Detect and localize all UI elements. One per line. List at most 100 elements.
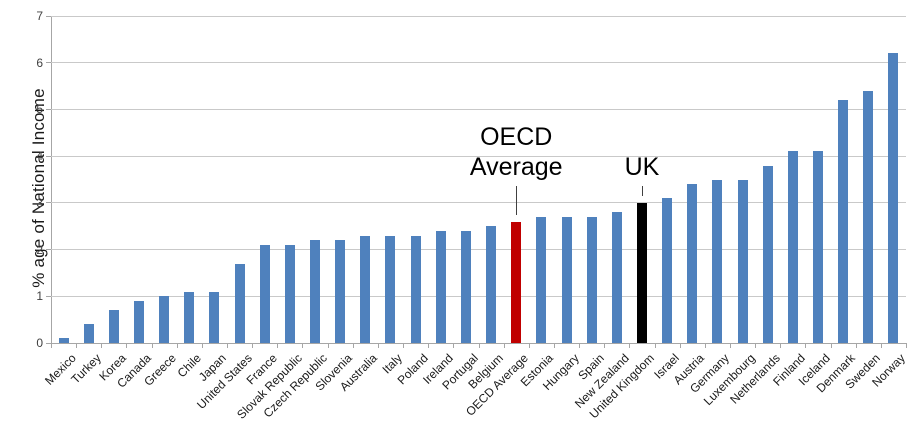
x-tick-mark bbox=[327, 343, 329, 348]
bar-new-zealand bbox=[611, 212, 622, 343]
gridline-4 bbox=[51, 155, 906, 157]
bar-italy bbox=[385, 235, 396, 343]
x-tick-mark bbox=[654, 343, 656, 348]
x-tick-mark bbox=[528, 343, 530, 348]
bar-slovenia bbox=[335, 240, 346, 343]
bar-portugal bbox=[460, 230, 471, 343]
bar-japan bbox=[209, 291, 220, 343]
x-tick-mark bbox=[126, 343, 128, 348]
x-tick-mark bbox=[377, 343, 379, 348]
annotation-leader-line-united-kingdom bbox=[641, 186, 643, 196]
x-tick-mark bbox=[855, 343, 857, 348]
bar-france bbox=[259, 244, 270, 343]
bar-israel bbox=[662, 198, 673, 343]
bar-czech-republic bbox=[310, 240, 321, 343]
bar-norway bbox=[888, 53, 899, 343]
x-tick-mark bbox=[830, 343, 832, 348]
y-axis-line bbox=[51, 16, 52, 343]
bar-denmark bbox=[838, 100, 849, 343]
x-tick-mark bbox=[579, 343, 581, 348]
x-tick-mark bbox=[201, 343, 203, 348]
y-tick-mark-5 bbox=[46, 108, 51, 110]
x-tick-mark bbox=[453, 343, 455, 348]
y-tick-label-0: 0 bbox=[36, 336, 43, 350]
bar-slovak-republic bbox=[284, 244, 295, 343]
x-tick-mark bbox=[880, 343, 882, 348]
bar-oecd-average bbox=[511, 221, 522, 343]
x-tick-mark bbox=[780, 343, 782, 348]
bar-finland bbox=[787, 151, 798, 343]
y-tick-mark-0 bbox=[46, 342, 51, 344]
x-tick-mark bbox=[755, 343, 757, 348]
x-tick-mark bbox=[227, 343, 229, 348]
bar-germany bbox=[712, 179, 723, 343]
y-tick-mark-7 bbox=[46, 15, 51, 17]
bar-chile bbox=[184, 291, 195, 343]
y-tick-label-4: 4 bbox=[36, 149, 43, 164]
y-tick-mark-1 bbox=[46, 295, 51, 297]
y-tick-label-2: 2 bbox=[36, 242, 43, 257]
x-tick-mark bbox=[805, 343, 807, 348]
y-tick-mark-2 bbox=[46, 249, 51, 251]
x-tick-mark bbox=[906, 343, 907, 348]
x-tick-mark bbox=[629, 343, 631, 348]
gridline-2 bbox=[51, 249, 906, 251]
x-tick-mark bbox=[553, 343, 555, 348]
x-tick-mark bbox=[428, 343, 430, 348]
bar-poland bbox=[410, 235, 421, 343]
plot-area bbox=[51, 15, 906, 344]
x-tick-mark bbox=[151, 343, 153, 348]
y-tick-mark-3 bbox=[46, 202, 51, 204]
bar-united-kingdom bbox=[636, 202, 647, 343]
x-tick-mark bbox=[478, 343, 480, 348]
bar-greece bbox=[159, 296, 170, 343]
x-tick-mark bbox=[503, 343, 505, 348]
bar-belgium bbox=[486, 226, 497, 343]
y-tick-label-6: 6 bbox=[36, 55, 43, 70]
annotation-oecd-average: OECD Average bbox=[469, 123, 563, 181]
x-tick-mark bbox=[302, 343, 304, 348]
x-tick-mark bbox=[101, 343, 103, 348]
x-tick-mark bbox=[277, 343, 279, 348]
bar-turkey bbox=[83, 324, 94, 343]
annotation-united-kingdom: UK bbox=[624, 153, 660, 181]
y-tick-label-1: 1 bbox=[36, 289, 43, 304]
y-tick-label-7: 7 bbox=[36, 9, 43, 23]
bar-estonia bbox=[536, 216, 547, 343]
bar-korea bbox=[108, 310, 119, 343]
bar-australia bbox=[360, 235, 371, 343]
x-tick-mark bbox=[252, 343, 254, 348]
x-tick-mark bbox=[51, 343, 52, 348]
annotation-leader-line-oecd-average bbox=[516, 186, 518, 215]
bar-iceland bbox=[812, 151, 823, 343]
bar-mexico bbox=[58, 338, 69, 343]
gridline-7 bbox=[51, 15, 906, 17]
x-tick-mark bbox=[403, 343, 405, 348]
bar-hungary bbox=[561, 216, 572, 343]
bar-sweden bbox=[863, 90, 874, 343]
y-axis-title: % age of National Income bbox=[29, 88, 48, 288]
bar-united-states bbox=[234, 263, 245, 343]
bar-spain bbox=[586, 216, 597, 343]
y-tick-mark-6 bbox=[46, 62, 51, 64]
x-tick-mark bbox=[704, 343, 706, 348]
x-tick-mark bbox=[679, 343, 681, 348]
x-tick-mark bbox=[604, 343, 606, 348]
y-tick-label-3: 3 bbox=[36, 195, 43, 210]
gridline-1 bbox=[51, 295, 906, 297]
x-tick-mark bbox=[76, 343, 78, 348]
gridline-5 bbox=[51, 108, 906, 110]
bar-luxembourg bbox=[737, 179, 748, 343]
bar-austria bbox=[687, 184, 698, 343]
bar-netherlands bbox=[762, 165, 773, 343]
gridline-3 bbox=[51, 202, 906, 204]
bar-ireland bbox=[435, 230, 446, 343]
bar-canada bbox=[134, 300, 144, 343]
x-tick-mark bbox=[352, 343, 354, 348]
x-tick-mark bbox=[176, 343, 178, 348]
x-tick-mark bbox=[729, 343, 731, 348]
y-tick-mark-4 bbox=[46, 155, 51, 157]
y-tick-label-5: 5 bbox=[36, 102, 43, 117]
gridline-6 bbox=[51, 62, 906, 64]
